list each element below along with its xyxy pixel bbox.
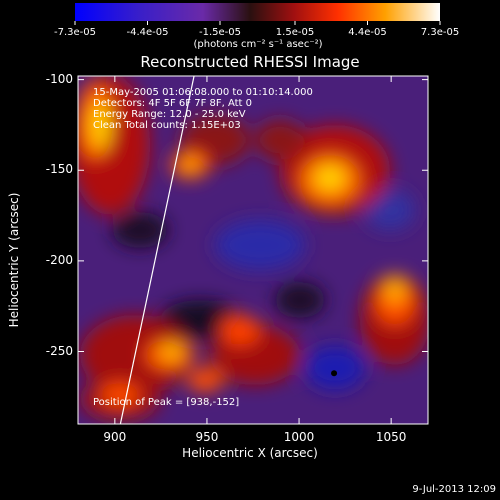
x-tick-label: 1050: [375, 430, 407, 444]
chart-title: Reconstructed RHESSI Image: [140, 53, 360, 71]
plot-frame: [77, 75, 429, 425]
y-tick-label: -150: [45, 162, 73, 177]
colorbar-tick-label: -1.5e-05: [199, 27, 241, 38]
colorbar-units: (photons cm⁻² s⁻¹ asec⁻²): [193, 39, 323, 50]
annotation-energy: Energy Range: 12.0 - 25.0 keV: [93, 109, 246, 120]
y-tick-label: -200: [45, 252, 73, 267]
annotation-peak: Position of Peak = [938,-152]: [93, 397, 240, 408]
x-tick-label: 900: [103, 430, 127, 444]
x-tick-label: 1000: [283, 430, 315, 444]
y-tick-label: -250: [45, 343, 73, 358]
x-axis-label: Heliocentric X (arcsec): [182, 446, 318, 460]
x-tick-label: 950: [195, 430, 219, 444]
y-tick-label: -100: [45, 71, 73, 86]
annotation-clean: Clean Total counts: 1.15E+03: [93, 120, 241, 131]
annotation-detectors: Detectors: 4F 5F 6F 7F 8F, Att 0: [93, 98, 253, 109]
colorbar-tick-label: -7.3e-05: [54, 27, 96, 38]
colorbar-tick-label: 7.3e-05: [420, 27, 460, 38]
annotation-time: 15-May-2005 01:06:08.000 to 01:10:14.000: [93, 87, 313, 98]
colorbar: [75, 3, 440, 21]
emission-blobs: [78, 76, 428, 420]
colorbar-tick-label: 1.5e-05: [275, 27, 315, 38]
colorbar-tick-label: -4.4e-05: [126, 27, 169, 38]
plot-date: 9-Jul-2013 12:09: [412, 484, 496, 495]
minimum-marker: [331, 370, 338, 377]
solar-limb-line: [119, 75, 195, 425]
colorbar-tick-label: 4.4e-05: [348, 27, 387, 38]
y-axis-label: Heliocentric Y (arcsec): [7, 192, 21, 328]
